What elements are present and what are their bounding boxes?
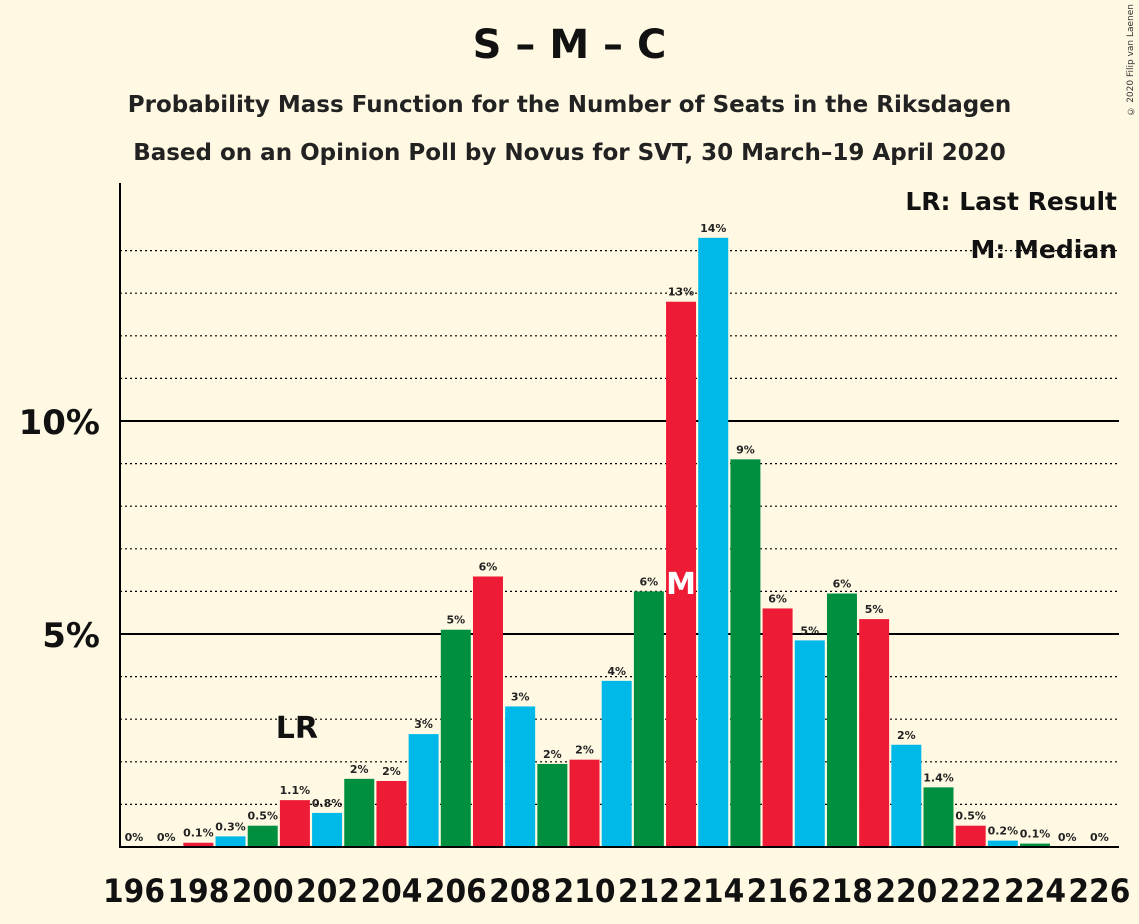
- bar: [440, 629, 471, 847]
- x-tick-label: 204: [360, 872, 422, 910]
- data-label: 5%: [865, 603, 884, 616]
- x-tick-label: 208: [489, 872, 551, 910]
- bar: [569, 759, 600, 847]
- data-label: 2%: [575, 744, 594, 757]
- x-tick-label: 226: [1068, 872, 1130, 910]
- data-label: 3%: [414, 718, 433, 731]
- data-label: 0%: [125, 831, 144, 844]
- data-label: 6%: [640, 575, 659, 588]
- y-tick-label: 5%: [42, 616, 100, 656]
- bar: [472, 576, 503, 847]
- bar: [505, 706, 536, 847]
- data-label: 0%: [1090, 831, 1109, 844]
- bar: [666, 301, 697, 848]
- bar: [376, 780, 407, 847]
- data-label: 0.1%: [183, 827, 214, 840]
- bar: [891, 744, 922, 847]
- data-label: 13%: [668, 286, 694, 299]
- x-tick-label: 224: [1004, 872, 1066, 910]
- data-label: 1.1%: [280, 784, 311, 797]
- bar: [859, 619, 890, 847]
- chart-subtitle-1: Probability Mass Function for the Number…: [127, 92, 1012, 118]
- data-label: 14%: [700, 222, 726, 235]
- bar: [826, 593, 857, 847]
- bar: [794, 640, 825, 847]
- data-label: 0.1%: [1020, 828, 1051, 841]
- data-label: 0.2%: [988, 825, 1019, 838]
- bar: [730, 459, 761, 847]
- bar: [633, 591, 664, 847]
- x-tick-label: 202: [296, 872, 358, 910]
- data-label: 6%: [768, 592, 787, 605]
- legend-last-result: LR: Last Result: [905, 187, 1117, 216]
- x-tick-label: 198: [167, 872, 229, 910]
- data-label: 5%: [800, 624, 819, 637]
- bar: [312, 812, 343, 847]
- bar: [279, 800, 310, 847]
- x-tick-label: 222: [940, 872, 1002, 910]
- y-tick-label: 10%: [19, 403, 100, 443]
- bar: [923, 787, 954, 847]
- bar: [955, 825, 986, 847]
- bar: [762, 608, 793, 847]
- data-label: 0.8%: [312, 797, 343, 810]
- data-label: 2%: [350, 763, 369, 776]
- x-tick-label: 220: [875, 872, 937, 910]
- x-tick-label: 206: [425, 872, 487, 910]
- data-label: 6%: [833, 578, 852, 591]
- data-label: 0.5%: [247, 810, 278, 823]
- last-result-marker: LR: [276, 711, 318, 746]
- data-label: 0%: [157, 831, 176, 844]
- median-marker: M: [666, 567, 696, 602]
- bar: [247, 825, 278, 847]
- bar: [344, 778, 375, 847]
- data-label: 4%: [607, 665, 626, 678]
- bar: [1020, 843, 1051, 847]
- bar: [698, 237, 729, 847]
- x-tick-label: 212: [618, 872, 680, 910]
- x-tick-label: 214: [682, 872, 744, 910]
- x-tick-label: 210: [554, 872, 616, 910]
- data-label: 2%: [382, 765, 401, 778]
- data-label: 0.3%: [215, 820, 246, 833]
- data-label: 5%: [446, 614, 465, 627]
- data-label: 2%: [543, 748, 562, 761]
- x-tick-label: 196: [103, 872, 165, 910]
- chart-subtitle-2: Based on an Opinion Poll by Novus for SV…: [133, 140, 1006, 166]
- bar: [183, 842, 214, 847]
- bar: [537, 763, 568, 847]
- bar: [408, 734, 439, 847]
- x-tick-label: 216: [747, 872, 809, 910]
- x-tick-label: 218: [811, 872, 873, 910]
- data-label: 6%: [479, 560, 498, 573]
- data-label: 2%: [897, 729, 916, 742]
- data-label: 0%: [1058, 831, 1077, 844]
- x-tick-label: 200: [232, 872, 294, 910]
- data-label: 1.4%: [923, 771, 954, 784]
- data-label: 3%: [511, 690, 530, 703]
- legend-median: M: Median: [970, 235, 1117, 264]
- chart-title: S – M – C: [472, 22, 667, 68]
- data-label: 9%: [736, 443, 755, 456]
- bar: [601, 680, 632, 847]
- data-label: 0.5%: [955, 810, 986, 823]
- bar: [215, 836, 246, 847]
- bar: [987, 840, 1018, 847]
